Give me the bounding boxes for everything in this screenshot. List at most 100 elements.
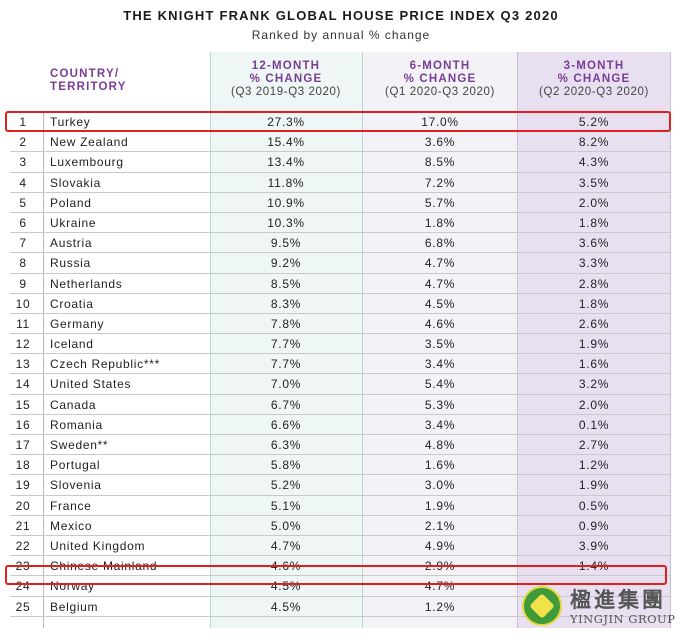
rank-cell: 18 xyxy=(15,458,31,473)
rank-cell: 11 xyxy=(16,316,30,331)
table-row: 15 Canada 6.7% 5.3% 2.0% xyxy=(10,395,670,415)
country-cell: Croatia xyxy=(50,296,94,311)
table-row: 24 Norway 4.5% 4.7% xyxy=(10,576,670,597)
change-3-month-cell: 2.0% xyxy=(578,195,610,210)
change-3-month-cell: 3.9% xyxy=(578,538,610,553)
table-row: 25 Belgium 4.5% 1.2% xyxy=(10,597,670,617)
country-cell: France xyxy=(50,498,92,513)
table-row: 14 United States 7.0% 5.4% 3.2% xyxy=(10,374,670,395)
table-row: 10 Croatia 8.3% 4.5% 1.8% xyxy=(10,294,670,314)
change-3-month-cell: 2.8% xyxy=(578,276,610,291)
change-3-month-cell: 1.9% xyxy=(578,337,610,352)
table-row: 9 Netherlands 8.5% 4.7% 2.8% xyxy=(10,274,670,294)
header-6-month: 6-MONTH % CHANGE (Q1 2020-Q3 2020) xyxy=(385,60,495,98)
change-6-month-cell: 4.7% xyxy=(424,256,456,271)
change-6-month-cell: 3.0% xyxy=(424,478,456,493)
rank-cell: 20 xyxy=(15,498,31,513)
rank-cell: 21 xyxy=(15,518,31,533)
change-12-month-cell: 13.4% xyxy=(267,155,305,170)
change-3-month-cell: 5.2% xyxy=(578,115,610,129)
country-cell: Austria xyxy=(50,236,93,251)
change-3-month-cell: 8.2% xyxy=(578,135,610,150)
change-3-month-cell: 1.8% xyxy=(578,296,610,311)
change-6-month-cell: 2.1% xyxy=(424,518,456,533)
rank-cell: 4 xyxy=(19,175,27,190)
change-3-month-cell: 0.9% xyxy=(578,518,610,533)
change-6-month-cell: 5.7% xyxy=(424,195,456,210)
change-6-month-cell: 5.4% xyxy=(424,377,456,392)
table-row: 12 Iceland 7.7% 3.5% 1.9% xyxy=(10,334,670,355)
table-row: 2 New Zealand 15.4% 3.6% 8.2% xyxy=(10,132,670,153)
change-12-month-cell: 7.8% xyxy=(270,316,302,331)
change-12-month-cell: 8.3% xyxy=(270,296,302,311)
table-row: 6 Ukraine 10.3% 1.8% 1.8% xyxy=(10,213,670,234)
change-12-month-cell: 9.5% xyxy=(270,236,302,251)
change-12-month-cell: 7.0% xyxy=(270,377,302,392)
change-12-month-cell: 10.3% xyxy=(267,215,305,230)
change-6-month-cell: 4.8% xyxy=(424,438,456,452)
change-12-month-cell: 6.6% xyxy=(270,417,302,432)
change-6-month-cell: 3.4% xyxy=(424,357,456,372)
table-row: 3 Luxembourg 13.4% 8.5% 4.3% xyxy=(10,152,670,173)
column-divider xyxy=(670,52,671,628)
change-6-month-cell: 3.6% xyxy=(424,135,456,150)
rank-cell: 3 xyxy=(19,155,27,170)
change-12-month-cell: 4.5% xyxy=(270,599,302,614)
change-6-month-cell: 17.0% xyxy=(421,115,459,129)
country-cell: United Kingdom xyxy=(50,538,146,553)
change-12-month-cell: 15.4% xyxy=(267,135,305,150)
country-cell: Canada xyxy=(50,397,97,412)
rank-cell: 24 xyxy=(15,579,31,594)
country-cell: Turkey xyxy=(50,115,91,129)
country-cell: Slovenia xyxy=(50,478,102,493)
change-12-month-cell: 4.7% xyxy=(270,538,302,553)
change-12-month-cell: 5.2% xyxy=(270,478,302,493)
change-6-month-cell: 4.7% xyxy=(424,276,456,291)
header-country: COUNTRY/ TERRITORY xyxy=(50,68,127,93)
change-6-month-cell: 3.4% xyxy=(424,417,456,432)
change-6-month-cell: 8.5% xyxy=(424,155,456,170)
change-12-month-cell: 8.5% xyxy=(270,276,302,291)
change-12-month-cell: 4.5% xyxy=(270,579,302,594)
change-3-month-cell: 0.1% xyxy=(578,417,610,432)
page-title: THE KNIGHT FRANK GLOBAL HOUSE PRICE INDE… xyxy=(123,8,559,23)
page-subtitle: Ranked by annual % change xyxy=(251,28,431,42)
column-band-12-month xyxy=(210,52,362,628)
table-row: 7 Austria 9.5% 6.8% 3.6% xyxy=(10,233,670,254)
country-cell: Ukraine xyxy=(50,215,97,230)
change-6-month-cell: 7.2% xyxy=(424,175,456,190)
country-cell: Portugal xyxy=(50,458,101,473)
change-12-month-cell: 5.8% xyxy=(270,458,302,473)
rank-cell: 14 xyxy=(15,377,31,392)
change-12-month-cell: 27.3% xyxy=(267,115,305,129)
change-6-month-cell: 1.6% xyxy=(424,458,456,473)
change-12-month-cell: 6.3% xyxy=(270,438,302,452)
change-6-month-cell: 1.2% xyxy=(424,599,456,614)
country-cell: Netherlands xyxy=(50,276,123,291)
rank-cell: 9 xyxy=(19,276,27,291)
change-6-month-cell: 5.3% xyxy=(424,397,456,412)
country-cell: Luxembourg xyxy=(50,155,124,170)
change-3-month-cell: 2.6% xyxy=(578,316,610,331)
change-3-month-cell: 3.2% xyxy=(578,377,610,392)
change-6-month-cell: 4.5% xyxy=(424,296,456,311)
header-3-month: 3-MONTH % CHANGE (Q2 2020-Q3 2020) xyxy=(539,60,649,98)
change-12-month-cell: 11.8% xyxy=(267,175,305,190)
country-cell: Mexico xyxy=(50,518,93,533)
country-cell: United States xyxy=(50,377,132,392)
change-12-month-cell: 5.0% xyxy=(270,518,302,533)
table-row: 13 Czech Republic*** 7.7% 3.4% 1.6% xyxy=(10,354,670,375)
logo-name-en: YINGJIN GROUP xyxy=(570,612,676,626)
table-row: 11 Germany 7.8% 4.6% 2.6% xyxy=(10,314,670,335)
country-cell: Romania xyxy=(50,417,103,432)
yingjin-logo-icon xyxy=(522,586,562,626)
column-divider xyxy=(210,52,211,628)
rank-cell: 7 xyxy=(19,236,27,251)
change-12-month-cell: 5.1% xyxy=(270,498,302,513)
rank-cell: 25 xyxy=(15,599,31,614)
rank-cell: 19 xyxy=(15,478,31,493)
rank-cell: 22 xyxy=(15,538,31,553)
rank-cell: 2 xyxy=(19,135,27,150)
rank-cell: 16 xyxy=(15,417,31,432)
logo-name-cn: 楹進集團 xyxy=(570,587,666,612)
